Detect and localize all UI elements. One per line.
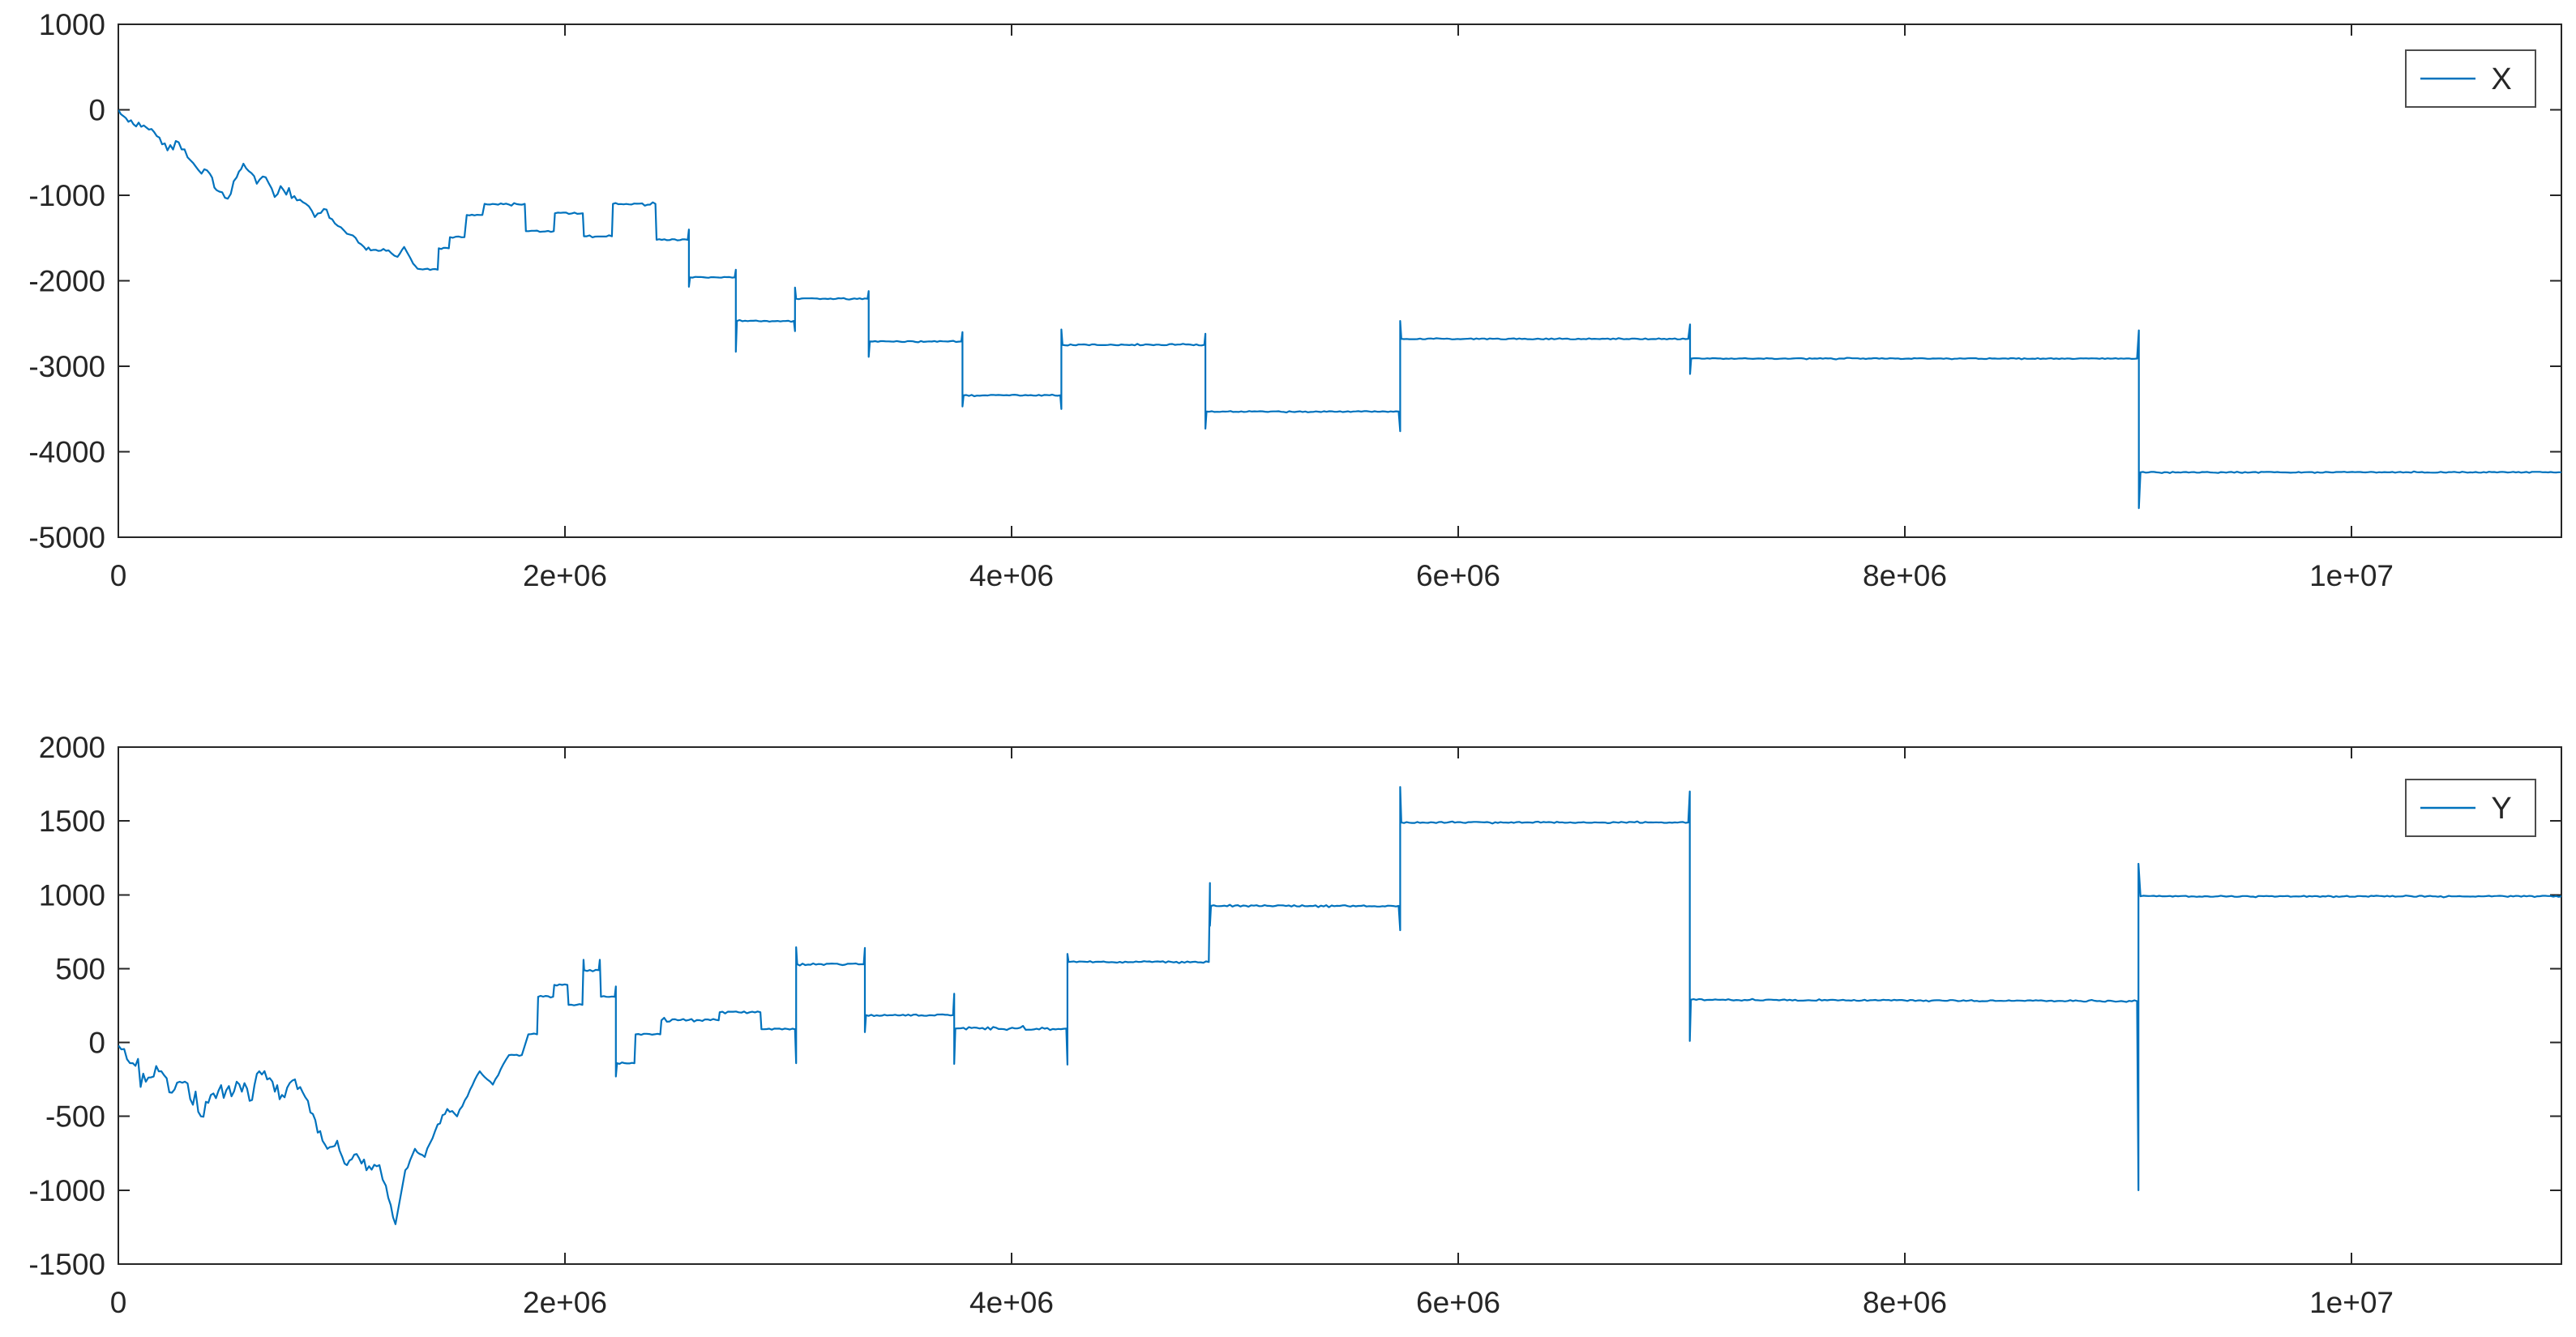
y-tick-label: -1000 <box>28 179 105 212</box>
y-tick-label: -2000 <box>28 265 105 298</box>
x-tick-label: 4e+06 <box>969 1286 1054 1319</box>
x-tick-label: 8e+06 <box>1863 559 1947 592</box>
legend-y: Y <box>2405 779 2536 837</box>
top-plot: 0 2e+06 4e+06 6e+06 8e+06 1e+07 1000 0 -1000 -200… <box>28 8 2562 592</box>
y-tick-label: -1000 <box>28 1174 105 1207</box>
y-tick-label: 1500 <box>39 805 105 838</box>
x-tick-label: 6e+06 <box>1416 1286 1500 1319</box>
x-tick-label: 8e+06 <box>1863 1286 1947 1319</box>
y-tick-label: -3000 <box>28 350 105 383</box>
x-tick-label: 6e+06 <box>1416 559 1500 592</box>
x-tick-label: 2e+06 <box>523 1286 607 1319</box>
y-tick-label: -4000 <box>28 436 105 469</box>
y-tick-label: -500 <box>45 1100 105 1134</box>
bottom-plot: 0 2e+06 4e+06 6e+06 8e+06 1e+07 2000 1500 1000 50… <box>28 731 2562 1319</box>
series-y-line <box>118 786 2561 1225</box>
x-tick-label: 0 <box>110 1286 127 1319</box>
series-x-line <box>118 109 2561 510</box>
top-plot-axes-box <box>118 23 2562 538</box>
bottom-plot-axes-box <box>118 746 2562 1265</box>
y-tick-label: 500 <box>55 952 105 985</box>
legend-label: Y <box>2491 792 2511 826</box>
x-tick-label: 1e+07 <box>2309 1286 2394 1319</box>
y-tick-label: 1000 <box>39 8 105 41</box>
y-tick-label: -1500 <box>28 1248 105 1281</box>
y-tick-label: 1000 <box>39 878 105 912</box>
x-tick-label: 1e+07 <box>2309 559 2394 592</box>
legend-label: X <box>2491 62 2511 96</box>
legend-x: X <box>2405 49 2536 108</box>
y-tick-label: 2000 <box>39 731 105 764</box>
x-tick-label: 4e+06 <box>969 559 1054 592</box>
y-tick-label: 0 <box>88 94 105 127</box>
y-tick-label: 0 <box>88 1027 105 1060</box>
y-tick-label: -5000 <box>28 521 105 554</box>
x-tick-label: 2e+06 <box>523 559 607 592</box>
x-tick-label: 0 <box>110 559 127 592</box>
